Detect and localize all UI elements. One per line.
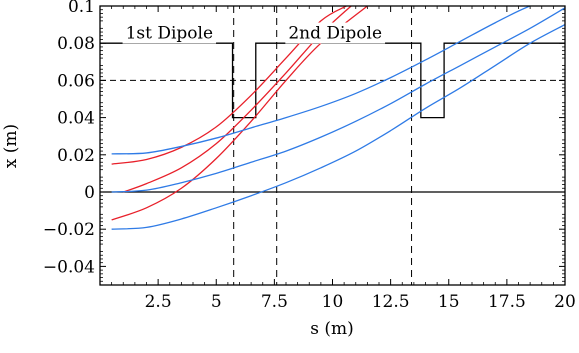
annotation-background bbox=[285, 22, 386, 44]
y-tick-label: 0.1 bbox=[68, 0, 95, 17]
y-tick-label: 0.02 bbox=[57, 146, 95, 166]
y-tick-label: 0 bbox=[84, 183, 95, 203]
blue-trajectory bbox=[111, 7, 565, 193]
x-tick-label: 2.5 bbox=[145, 292, 172, 312]
x-tick-label: 10 bbox=[322, 292, 344, 312]
x-axis-title: s (m) bbox=[310, 319, 354, 339]
blue-trajectory bbox=[111, 24, 565, 230]
y-tick-label: 0.08 bbox=[57, 34, 95, 54]
x-tick-label: 7.5 bbox=[261, 292, 288, 312]
x-tick-label: 17.5 bbox=[488, 292, 526, 312]
y-axis-title: x (m) bbox=[1, 124, 21, 168]
plot-area: 1st Dipole 2nd Dipole bbox=[100, 6, 565, 285]
dipole-label: 2nd Dipole bbox=[288, 24, 382, 44]
x-tick-label: 15 bbox=[438, 292, 460, 312]
y-tick-label: 0.06 bbox=[57, 71, 95, 91]
y-tick-label: −0.02 bbox=[43, 220, 95, 240]
blue-trajectory bbox=[111, 6, 533, 155]
ticks-layer: 2.5 5 7.5 10 12.5 15 17.5 20 −0.04 −0.02 0 0.02 0.04… bbox=[43, 0, 576, 312]
plot-frame bbox=[99, 5, 566, 286]
red-trajectory bbox=[111, 6, 368, 221]
dipole-label: 1st Dipole bbox=[126, 24, 213, 44]
y-tick-label: −0.04 bbox=[43, 257, 95, 277]
x-tick-label: 5 bbox=[211, 292, 222, 312]
y-tick-label: 0.04 bbox=[57, 109, 95, 129]
annotation-background bbox=[122, 22, 217, 44]
x-tick-label: 12.5 bbox=[372, 292, 410, 312]
x-tick-label: 20 bbox=[554, 292, 576, 312]
